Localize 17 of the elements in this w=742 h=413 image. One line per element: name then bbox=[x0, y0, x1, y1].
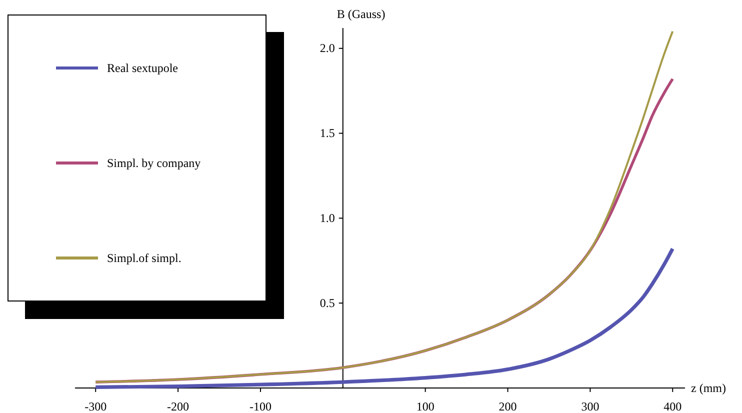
x-tick-label: 100 bbox=[416, 400, 434, 413]
x-tick-label: 300 bbox=[581, 400, 600, 413]
y-axis-title: B (Gauss) bbox=[336, 7, 386, 21]
x-tick-label: 200 bbox=[498, 400, 517, 413]
legend-label: Simpl. by company bbox=[107, 156, 201, 170]
legend-label: Simpl.of simpl. bbox=[107, 251, 182, 265]
x-tick-label: 400 bbox=[664, 400, 682, 413]
x-tick-label: -100 bbox=[249, 400, 272, 413]
x-tick-label: -300 bbox=[84, 400, 107, 413]
y-tick-label: 1.5 bbox=[320, 126, 335, 140]
line-series bbox=[94, 246, 674, 389]
x-axis-title: z (mm) bbox=[691, 381, 726, 395]
legend-label: Real sextupole bbox=[107, 61, 178, 75]
x-tick-label: -200 bbox=[167, 400, 190, 413]
y-tick-label: 0.5 bbox=[320, 296, 335, 310]
y-tick-label: 2.0 bbox=[320, 41, 335, 56]
y-tick-label: 1.0 bbox=[320, 211, 335, 226]
